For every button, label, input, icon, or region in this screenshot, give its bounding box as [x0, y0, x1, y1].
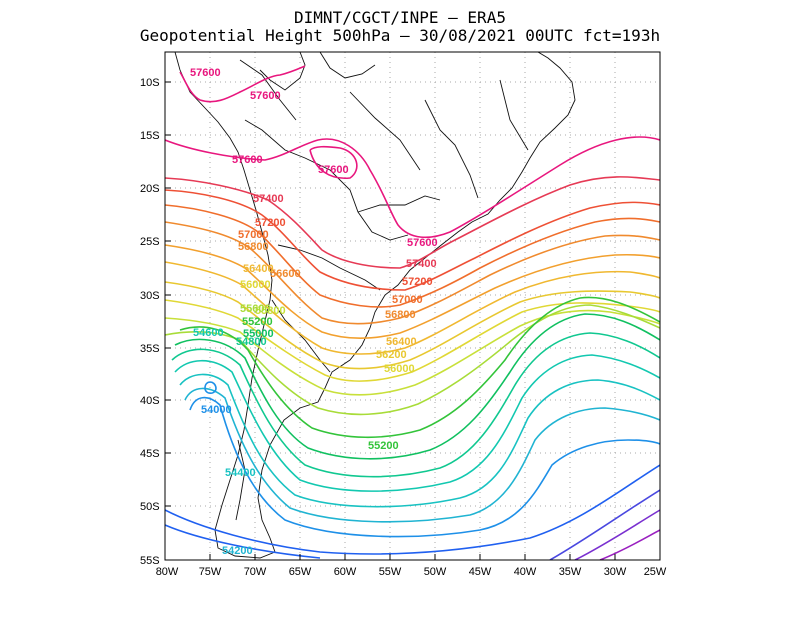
lat-label: 30S: [140, 290, 160, 302]
contour-deep-4: [599, 529, 660, 560]
contour-54000: [189, 396, 660, 538]
latitude-labels: 10S 15S 20S 25S 30S 35S 40S 45S 50S 55S: [140, 77, 160, 567]
contour-label: 54600: [193, 327, 224, 339]
lat-label: 10S: [140, 77, 160, 89]
contour-57600-north: [165, 136, 660, 239]
contour-label: 57000: [392, 294, 423, 306]
lat-label: 25S: [140, 236, 160, 248]
contour-lines: [165, 65, 660, 560]
plot-frame: [164, 51, 661, 561]
contour-label: 55600: [240, 303, 271, 315]
contour-54400: [179, 373, 660, 508]
lon-label: 50W: [424, 566, 447, 578]
contour-56600: [165, 244, 660, 339]
contour-label: 54800: [236, 336, 267, 348]
lat-label: 50S: [140, 501, 160, 513]
lon-label: 70W: [244, 566, 267, 578]
contour-55000: [174, 313, 660, 460]
contour-label: 55200: [368, 440, 399, 452]
contour-label: 57200: [255, 217, 286, 229]
lat-label: 55S: [140, 555, 160, 567]
contour-label: 56800: [385, 309, 416, 321]
contour-deep-3: [574, 509, 660, 560]
lon-label: 75W: [199, 566, 222, 578]
contour-55600: [165, 304, 660, 416]
contour-label: 57200: [402, 276, 433, 288]
title-line-2: Geopotential Height 500hPa – 30/08/2021 …: [139, 26, 661, 45]
contour-label: 55800: [255, 305, 286, 317]
contour-label: 56000: [240, 279, 271, 291]
contour-56400: [165, 261, 660, 355]
contour-56800: [165, 221, 660, 325]
contour-label: 57400: [253, 193, 284, 205]
contour-label: 57000: [238, 229, 269, 241]
contour-label: 57400: [406, 258, 437, 270]
contour-54800: [171, 332, 660, 478]
contour-55200: [179, 296, 660, 439]
contour-deep-1: [165, 464, 660, 555]
contour-54600: [174, 354, 660, 492]
title-line-1: DIMNT/CGCT/INPE – ERA5: [294, 8, 506, 27]
contour-label: 57600: [318, 164, 349, 176]
lon-label: 55W: [379, 566, 402, 578]
contour-57600-loop: [309, 145, 358, 179]
contour-low-center: [204, 381, 217, 395]
contour-label: 56200: [376, 349, 407, 361]
contour-56200: [165, 281, 660, 370]
contour-deep-2: [549, 489, 660, 560]
contour-label: 54000: [201, 404, 232, 416]
contour-label: 56400: [386, 336, 417, 348]
contour-label: 57600: [232, 154, 263, 166]
contour-deep-5: [165, 524, 321, 559]
lon-label: 60W: [334, 566, 357, 578]
contour-57200: [165, 189, 660, 291]
contour-57000: [165, 204, 660, 308]
lon-label: 65W: [289, 566, 312, 578]
contour-label: 55000: [243, 328, 274, 340]
lon-label: 30W: [604, 566, 627, 578]
contour-55800: [165, 309, 660, 396]
tick-marks: [165, 81, 616, 560]
contour-57600-wavy: [179, 65, 306, 103]
lat-label: 15S: [140, 130, 160, 142]
contour-label: 56600: [270, 268, 301, 280]
contour-label: 57600: [250, 90, 281, 102]
lat-label: 35S: [140, 343, 160, 355]
lat-label: 20S: [140, 183, 160, 195]
contour-labels: 57600 57600 57600 57600 57600 57400 5740…: [190, 67, 438, 557]
lat-label: 40S: [140, 395, 160, 407]
contour-57400: [165, 176, 660, 269]
contour-label: 57600: [407, 237, 438, 249]
lon-label: 40W: [514, 566, 537, 578]
contour-label: 56000: [384, 363, 415, 375]
lon-label: 80W: [156, 566, 179, 578]
lon-label: 45W: [469, 566, 492, 578]
contour-label: 57600: [190, 67, 221, 79]
contour-label: 54400: [225, 467, 256, 479]
contour-54200: [184, 387, 660, 523]
contour-56000: [165, 299, 660, 382]
contour-label: 56800: [238, 241, 269, 253]
contour-label: 56400: [243, 263, 274, 275]
contour-label: 54200: [222, 545, 253, 557]
lon-label: 35W: [559, 566, 582, 578]
contour-label: 55200: [242, 316, 273, 328]
longitude-labels: 80W 75W 70W 65W 60W 55W 50W 45W 40W 35W …: [156, 566, 667, 578]
lat-label: 45S: [140, 448, 160, 460]
lon-label: 25W: [644, 566, 667, 578]
